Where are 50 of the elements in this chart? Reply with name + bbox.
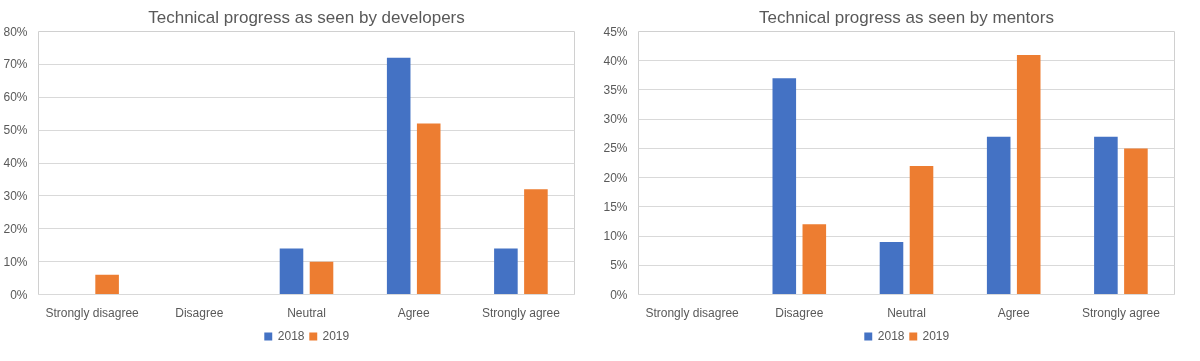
y-tick-label: 0%	[10, 287, 28, 302]
bar	[1124, 148, 1148, 295]
x-tick-label: Strongly agree	[1081, 305, 1161, 320]
y-tick-label: 60%	[3, 90, 28, 105]
bar	[279, 248, 304, 295]
y-tick-label: 40%	[603, 53, 628, 68]
y-tick-label: 20%	[603, 170, 628, 185]
chart-title: Technical progress as seen by developers	[148, 7, 465, 27]
bar	[802, 224, 827, 295]
bar	[95, 274, 119, 295]
legend-label: 2019	[922, 329, 950, 343]
bar	[772, 78, 797, 295]
x-tick-label: Disagree	[175, 305, 224, 320]
x-tick-label: Neutral	[887, 305, 926, 320]
y-tick-label: 40%	[3, 156, 28, 170]
y-tick-label: 10%	[603, 229, 628, 244]
bar	[386, 57, 411, 295]
chart-title: Technical progress as seen by mentors	[759, 7, 1054, 27]
x-tick-label: Strongly disagree	[645, 305, 740, 320]
x-tick-label: Agree	[997, 305, 1031, 320]
x-tick-label: Strongly disagree	[45, 305, 140, 320]
bar	[524, 189, 548, 295]
legend-label: 2018	[277, 329, 305, 343]
x-tick-label: Agree	[397, 305, 431, 320]
y-tick-label: 5%	[610, 258, 628, 273]
bar	[494, 248, 518, 295]
bar	[909, 165, 934, 295]
bar	[879, 241, 904, 295]
bar	[986, 136, 1011, 295]
x-tick-label: Disagree	[775, 305, 824, 320]
y-tick-label: 45%	[603, 24, 628, 39]
y-tick-label: 70%	[3, 57, 28, 72]
bar	[1016, 54, 1041, 295]
y-tick-label: 80%	[3, 24, 28, 39]
bar	[309, 261, 334, 295]
y-tick-label: 50%	[3, 123, 28, 138]
y-tick-label: 25%	[603, 141, 628, 156]
y-tick-label: 30%	[3, 188, 28, 203]
legend-label: 2018	[877, 329, 905, 343]
legend-label: 2019	[322, 329, 350, 343]
x-tick-label: Neutral	[287, 305, 326, 320]
y-tick-label: 10%	[3, 254, 28, 269]
y-tick-label: 20%	[3, 221, 28, 236]
bar	[416, 123, 441, 295]
y-tick-label: 30%	[603, 112, 628, 127]
bar	[1094, 136, 1118, 295]
y-tick-label: 15%	[603, 199, 628, 214]
x-tick-label: Strongly agree	[481, 305, 561, 320]
y-tick-label: 35%	[603, 82, 628, 97]
y-tick-label: 0%	[610, 287, 628, 302]
